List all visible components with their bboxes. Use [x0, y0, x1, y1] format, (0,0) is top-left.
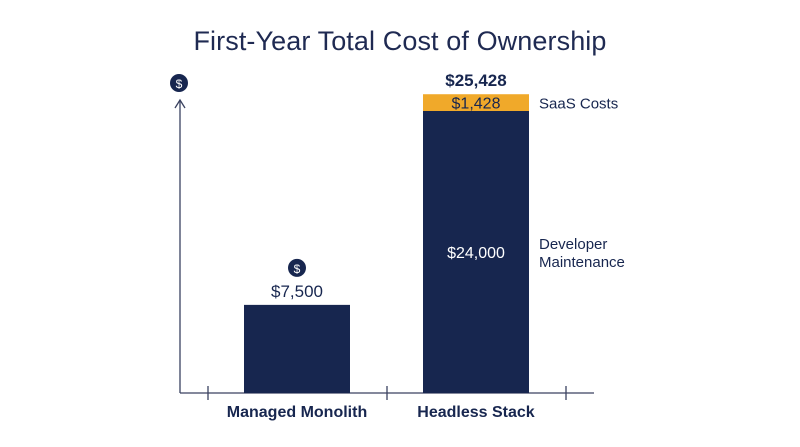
- legend-label-maintenance: Maintenance: [539, 254, 625, 271]
- bar-segment: [244, 304, 350, 393]
- svg-text:$: $: [176, 77, 183, 91]
- bar-value-label: $1,428: [452, 96, 501, 113]
- bar-segment: [423, 111, 529, 393]
- legend-label-saas: SaaS Costs: [539, 96, 618, 113]
- bar-segment: [423, 94, 529, 111]
- x-tick-label: Managed Monolith: [227, 404, 367, 421]
- bar-total-label: $25,428: [445, 71, 506, 90]
- dollar-icon-glyph: $: [294, 262, 301, 276]
- dollar-icon: [288, 258, 306, 277]
- legend-label-developer: Developer: [539, 236, 607, 253]
- y-axis-dollar-icon: $: [170, 74, 188, 92]
- chart-title: First-Year Total Cost of Ownership: [193, 26, 607, 56]
- x-tick-label: Headless Stack: [417, 404, 535, 421]
- y-axis-arrow: [174, 98, 186, 109]
- bar-value-label: $7,500: [271, 282, 323, 301]
- bar-value-label: $24,000: [447, 245, 505, 262]
